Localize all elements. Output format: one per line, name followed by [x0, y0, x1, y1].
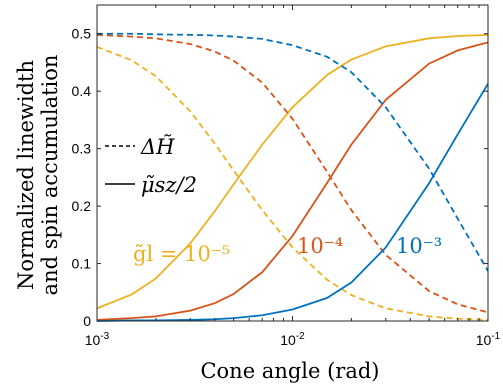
x-tick-label-1: 10-2: [280, 331, 305, 348]
legend: ΔH̃ μ̃sz/2: [105, 135, 197, 197]
ticks-layer: 0 0.1 0.2 0.3 0.4 0.5 10-3 10-2 10-1: [72, 5, 501, 348]
plot-frame: [96, 4, 489, 322]
y-tick-label-0: 0: [83, 313, 91, 329]
y-axis-label: Normalized linewidth and spin accumulati…: [14, 55, 62, 296]
y-axis-label-line1: Normalized linewidth: [14, 60, 38, 290]
series-line-1: [96, 46, 489, 321]
legend-dashed-label: ΔH̃: [140, 135, 175, 159]
y-tick-label-3: 0.3: [72, 141, 92, 157]
y-tick-label-1: 0.1: [72, 256, 92, 272]
annotation-blue: 10⁻³: [396, 234, 442, 258]
annotation-yellow: g̃l = 10⁻⁵: [133, 242, 230, 266]
y-tick-label-2: 0.2: [72, 198, 92, 214]
annotation-orange: 10⁻⁴: [297, 234, 343, 258]
x-axis-label: Cone angle (rad): [200, 359, 379, 383]
y-axis-label-line2: and spin accumulation: [38, 55, 62, 296]
series-layer: [96, 32, 489, 322]
series-line-2: [96, 41, 489, 321]
legend-solid-label: μ̃sz/2: [141, 173, 197, 197]
x-tick-label-2: 10-1: [476, 331, 501, 348]
x-tick-label-0: 10-3: [85, 331, 110, 348]
y-tick-label-4: 0.4: [72, 83, 92, 99]
series-line-5: [97, 32, 489, 272]
y-tick-label-5: 0.5: [72, 26, 92, 42]
series-line-0: [96, 33, 489, 310]
series-line-3: [96, 33, 489, 314]
series-line-4: [96, 83, 489, 322]
